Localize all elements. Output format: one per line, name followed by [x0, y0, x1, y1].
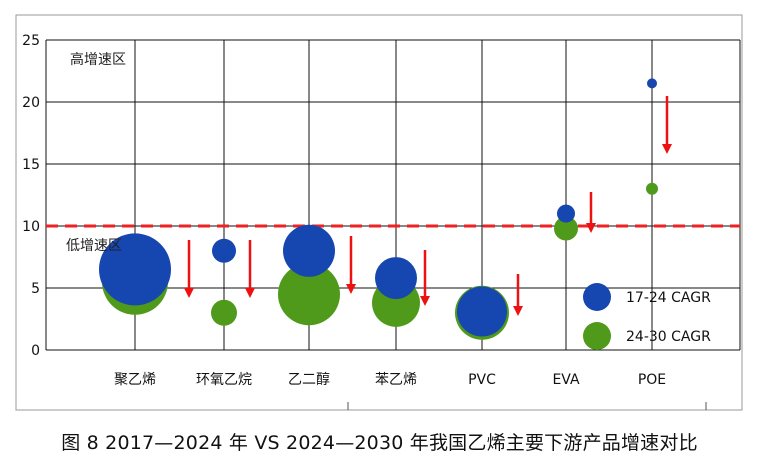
bubble-24-30-2 — [278, 263, 340, 326]
chart: 0 5 10 15 20 25 聚乙烯 环氧乙烷 乙二醇 苯乙烯 PVC EVA POE 高增速区 低… — [15, 14, 743, 411]
y-tick-label: 20 — [22, 95, 40, 111]
zone-label-high: 高增速区 — [70, 51, 126, 68]
x-tick-label: POE — [638, 372, 666, 388]
bubble-24-30-1 — [211, 299, 237, 326]
decline-arrow-1 — [245, 240, 255, 298]
bubbles — [99, 78, 658, 340]
decline-arrow-4 — [513, 274, 523, 316]
y-tick-labels: 0 5 10 15 20 25 — [22, 33, 40, 359]
legend-swatch-1 — [583, 322, 611, 350]
bubble-17-24-1 — [212, 238, 236, 263]
legend-label-0: 17-24 CAGR — [626, 290, 711, 306]
y-tick-label: 0 — [31, 343, 40, 359]
decline-arrow-0 — [184, 240, 194, 298]
legend-label-1: 24-30 CAGR — [626, 329, 711, 345]
decline-arrow-2 — [346, 236, 356, 294]
y-tick-label: 25 — [22, 33, 40, 49]
bubble-17-24-5 — [557, 204, 575, 223]
y-tick-label: 10 — [22, 219, 40, 235]
x-tick-label: EVA — [552, 372, 580, 388]
bubble-24-30-6 — [646, 182, 658, 195]
decline-arrow-5 — [586, 192, 596, 233]
y-tick-label: 5 — [31, 281, 40, 297]
decline-arrow-6 — [662, 96, 672, 154]
x-tick-label: PVC — [468, 372, 496, 388]
x-tick-label: 苯乙烯 — [375, 371, 417, 388]
chart-frame — [15, 14, 743, 411]
x-tick-label: 环氧乙烷 — [196, 372, 252, 388]
x-tick-label: 乙二醇 — [288, 371, 330, 388]
x-tick-label: 聚乙烯 — [114, 372, 156, 388]
arrows — [184, 96, 672, 316]
bubble-24-30-5 — [554, 216, 578, 241]
bubble-17-24-2 — [283, 224, 335, 277]
figure-caption: 图 8 2017—2024 年 VS 2024—2030 年我国乙烯主要下游产品… — [61, 432, 698, 454]
bubble-17-24-6 — [647, 78, 657, 89]
legend-swatch-0 — [583, 283, 611, 311]
y-tick-label: 15 — [22, 157, 40, 173]
x-tick-labels: 聚乙烯 环氧乙烷 乙二醇 苯乙烯 PVC EVA POE — [114, 371, 666, 388]
bubble-17-24-4 — [457, 286, 507, 337]
bubble-17-24-3 — [375, 257, 417, 300]
zone-label-low: 低增速区 — [66, 238, 122, 254]
decline-arrow-3 — [420, 250, 430, 306]
bubble-17-24-0 — [99, 233, 171, 306]
legend: 17-24 CAGR 24-30 CAGR — [583, 283, 711, 350]
